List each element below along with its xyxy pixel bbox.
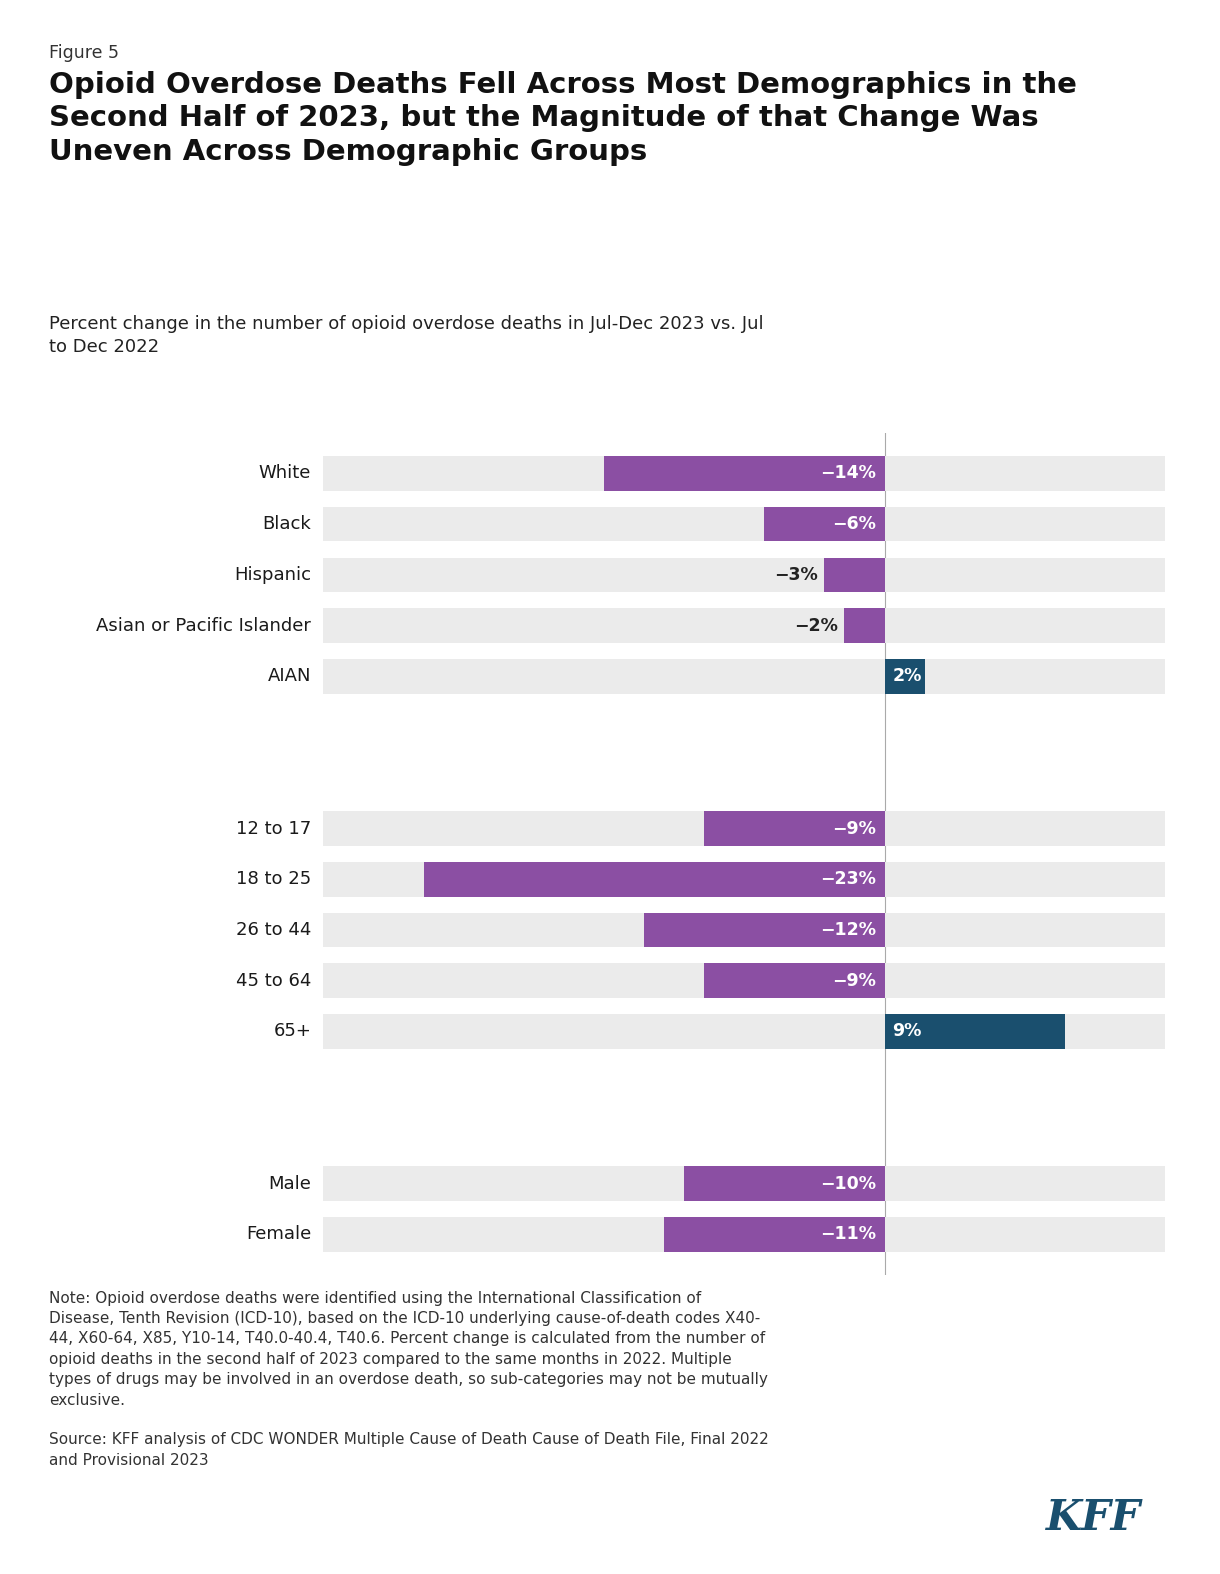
Text: Black: Black <box>262 515 311 534</box>
Bar <box>323 811 1165 845</box>
Text: Figure 5: Figure 5 <box>49 44 118 61</box>
Text: −10%: −10% <box>821 1174 876 1193</box>
Bar <box>704 963 884 998</box>
Bar <box>323 1217 1165 1251</box>
Text: Hispanic: Hispanic <box>234 567 311 584</box>
Text: −2%: −2% <box>794 617 838 634</box>
Text: −9%: −9% <box>832 971 876 990</box>
Bar <box>323 1014 1165 1048</box>
Text: Female: Female <box>246 1225 311 1243</box>
Bar <box>323 913 1165 948</box>
Bar <box>423 863 884 897</box>
Text: Percent change in the number of opioid overdose deaths in Jul-Dec 2023 vs. Jul
t: Percent change in the number of opioid o… <box>49 315 764 356</box>
Bar <box>684 1166 884 1201</box>
Bar <box>704 811 884 845</box>
Text: 9%: 9% <box>893 1023 922 1040</box>
Text: Note: Opioid overdose deaths were identified using the International Classificat: Note: Opioid overdose deaths were identi… <box>49 1291 767 1407</box>
Bar <box>884 660 925 694</box>
Text: Male: Male <box>268 1174 311 1193</box>
Bar <box>323 660 1165 694</box>
Bar <box>323 609 1165 642</box>
Text: 18 to 25: 18 to 25 <box>235 870 311 888</box>
Bar <box>323 1166 1165 1201</box>
Text: White: White <box>259 464 311 483</box>
Bar <box>644 913 884 948</box>
Bar <box>323 963 1165 998</box>
Bar <box>323 456 1165 491</box>
Text: 2%: 2% <box>893 667 922 685</box>
Text: Opioid Overdose Deaths Fell Across Most Demographics in the
Second Half of 2023,: Opioid Overdose Deaths Fell Across Most … <box>49 71 1077 165</box>
Text: −12%: −12% <box>821 921 876 940</box>
Text: −14%: −14% <box>821 464 876 483</box>
Text: KFF: KFF <box>1046 1497 1141 1539</box>
Text: −23%: −23% <box>821 870 876 888</box>
Bar <box>825 557 884 592</box>
Bar <box>323 507 1165 541</box>
Text: 65+: 65+ <box>273 1023 311 1040</box>
Text: 26 to 44: 26 to 44 <box>235 921 311 940</box>
Bar <box>764 507 884 541</box>
Bar <box>844 609 884 642</box>
Text: −3%: −3% <box>775 567 819 584</box>
Bar <box>323 557 1165 592</box>
Text: −6%: −6% <box>832 515 876 534</box>
Text: 12 to 17: 12 to 17 <box>235 820 311 837</box>
Bar <box>323 863 1165 897</box>
Text: Asian or Pacific Islander: Asian or Pacific Islander <box>96 617 311 634</box>
Bar <box>884 1014 1065 1048</box>
Bar <box>604 456 884 491</box>
Text: −11%: −11% <box>821 1225 876 1243</box>
Text: −9%: −9% <box>832 820 876 837</box>
Text: AIAN: AIAN <box>267 667 311 685</box>
Text: 45 to 64: 45 to 64 <box>235 971 311 990</box>
Text: Source: KFF analysis of CDC WONDER Multiple Cause of Death Cause of Death File, : Source: KFF analysis of CDC WONDER Multi… <box>49 1432 769 1467</box>
Bar <box>664 1217 884 1251</box>
